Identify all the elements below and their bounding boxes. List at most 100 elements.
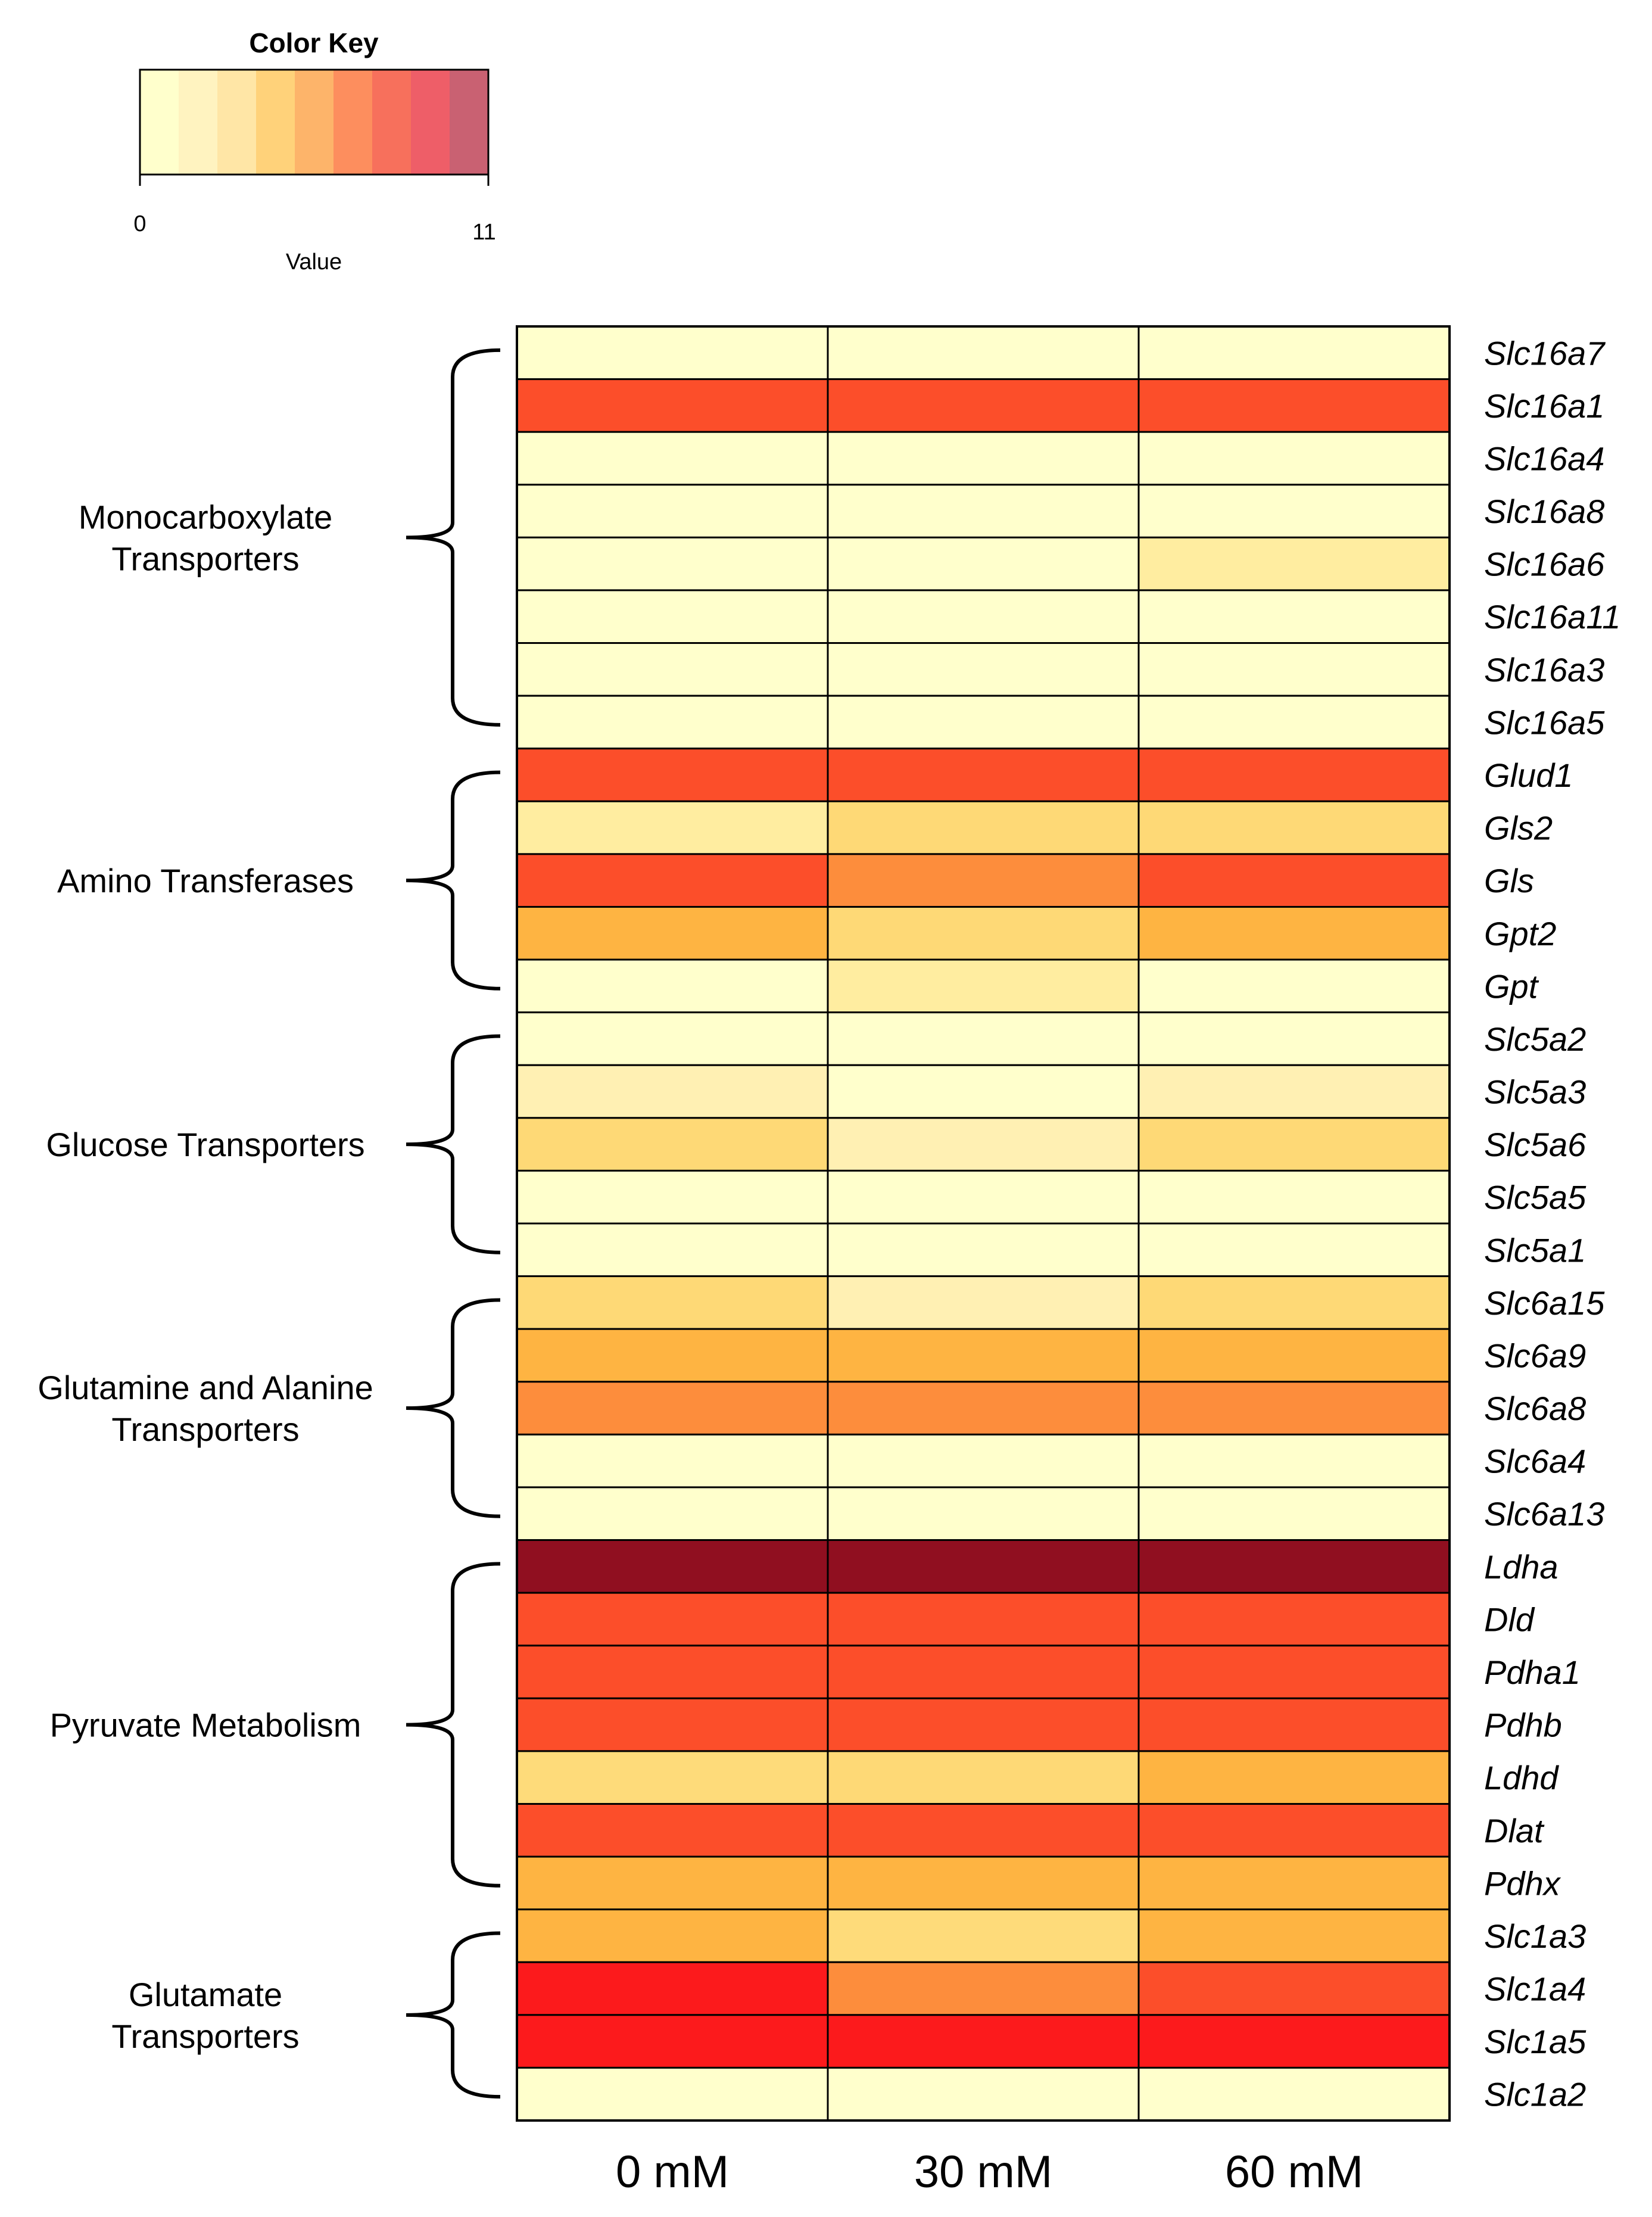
heatmap-cell (1137, 1750, 1451, 1805)
color-key-value-label: Value (286, 250, 342, 275)
group-label: Monocarboxylate (79, 498, 332, 535)
group-bracket (406, 770, 501, 991)
gene-label: Slc1a2 (1484, 2076, 1586, 2113)
heatmap-cell (516, 1222, 829, 1278)
column-label: 0 mM (616, 2147, 729, 2197)
heatmap-cell (827, 1961, 1140, 2016)
heatmap-cell (516, 1169, 829, 1225)
heatmap-cell (827, 1433, 1140, 1489)
gene-label: Slc5a6 (1484, 1126, 1586, 1163)
heatmap-cell (516, 853, 829, 908)
heatmap-cell (1137, 1486, 1451, 1542)
heatmap-cell (516, 905, 829, 961)
heatmap-cell (827, 1064, 1140, 1119)
gene-label: Slc16a1 (1484, 387, 1604, 425)
heatmap-cell (516, 1328, 829, 1383)
group-label: Transporters (111, 1410, 299, 1448)
gene-label: Pdhx (1484, 1864, 1561, 1902)
heatmap-cell (516, 1961, 829, 2016)
heatmap-cell (1137, 1645, 1451, 1699)
color-key-swatches (140, 70, 489, 175)
gene-label: Glud1 (1484, 756, 1573, 794)
heatmap-cell (827, 1328, 1140, 1383)
heatmap-cell (1137, 1433, 1451, 1489)
heatmap-cell (516, 2066, 829, 2122)
heatmap-cell (827, 378, 1140, 433)
gene-label: Gpt2 (1484, 915, 1556, 952)
heatmap-cell (516, 1908, 829, 1963)
heatmap-cell (827, 589, 1140, 644)
gene-label: Pdhb (1484, 1707, 1562, 1744)
group-label: Glucose Transporters (46, 1126, 364, 1163)
group-brackets: Monocarboxylate Transporters Amino Transfe… (38, 348, 501, 2099)
gene-label: Slc6a9 (1484, 1337, 1586, 1374)
heatmap-cell (1137, 1855, 1451, 1911)
color-key-title: Color Key (249, 27, 379, 58)
heatmap-cell (827, 1855, 1140, 1911)
gene-label: Slc16a6 (1484, 546, 1605, 583)
group-bracket (406, 1298, 501, 1518)
heatmap-border (516, 325, 1451, 2122)
heatmap-cells (516, 325, 1451, 2122)
heatmap-cell (827, 748, 1140, 802)
heatmap-cell (827, 1275, 1140, 1330)
gene-label: Slc1a5 (1484, 2023, 1586, 2060)
heatmap-cell (516, 1064, 829, 1119)
heatmap-cell (1137, 536, 1451, 591)
gene-label: Pdha1 (1484, 1654, 1581, 1691)
group-label: Glutamine and Alanine (38, 1369, 373, 1406)
heatmap-cell (1137, 748, 1451, 802)
group-bracket (406, 348, 501, 727)
heatmap-cell (827, 1539, 1140, 1594)
gene-label: Slc16a7 (1484, 334, 1606, 372)
heatmap-cell (1137, 1908, 1451, 1963)
heatmap-cell (516, 748, 829, 802)
gene-label: Slc6a15 (1484, 1284, 1605, 1322)
color-key-max-label: 11 (472, 220, 495, 245)
heatmap-cell (516, 431, 829, 486)
gene-label: Slc1a4 (1484, 1970, 1586, 2008)
gene-label: Dlat (1484, 1812, 1545, 1849)
heatmap-cell (1137, 642, 1451, 697)
heatmap-cell (1137, 1328, 1451, 1383)
group-label: Amino Transferases (57, 862, 354, 899)
heatmap-cell (1137, 1275, 1451, 1330)
heatmap-cell (516, 2014, 829, 2069)
group-label: Transporters (111, 540, 299, 577)
gene-label: Slc16a11 (1484, 598, 1620, 636)
color-key: Color Key 0 11 Value (133, 27, 495, 275)
heatmap-cell (827, 484, 1140, 538)
gene-label: Slc5a5 (1484, 1179, 1586, 1216)
heatmap-cell (516, 800, 829, 855)
color-key-swatch (256, 70, 295, 175)
gene-label: Slc6a4 (1484, 1443, 1586, 1480)
heatmap-cell (827, 431, 1140, 486)
group-label: Pyruvate Metabolism (50, 1707, 361, 1744)
color-key-swatch (295, 70, 334, 175)
heatmap-cell (1137, 1169, 1451, 1225)
color-key-swatch (411, 70, 450, 175)
heatmap-cell (516, 1802, 829, 1858)
heatmap-cell (1137, 695, 1451, 750)
column-labels: 0 mM 30 mM 60 mM (616, 2147, 1363, 2197)
heatmap-cell (1137, 484, 1451, 538)
gene-label: Slc5a3 (1484, 1073, 1586, 1111)
heatmap-cell (516, 1433, 829, 1489)
heatmap-cell (1137, 1592, 1451, 1647)
heatmap-cell (1137, 800, 1451, 855)
heatmap-cell (827, 958, 1140, 1014)
heatmap-cell (1137, 431, 1451, 486)
heatmap-cell (1137, 1802, 1451, 1858)
heatmap-cell (516, 1381, 829, 1436)
heatmap-cell (1137, 2014, 1451, 2069)
column-label: 30 mM (914, 2147, 1052, 2197)
heatmap-cell (827, 1117, 1140, 1172)
heatmap-cell (1137, 589, 1451, 644)
gene-label: Slc16a5 (1484, 703, 1605, 741)
heatmap-cell (827, 1645, 1140, 1699)
heatmap-cell (516, 1750, 829, 1805)
heatmap-cell (827, 905, 1140, 961)
column-label: 60 mM (1225, 2147, 1363, 2197)
heatmap-cell (827, 2066, 1140, 2122)
heatmap-cell (1137, 378, 1451, 433)
